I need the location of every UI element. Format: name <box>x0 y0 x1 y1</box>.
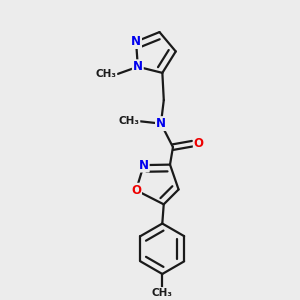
Text: N: N <box>156 117 166 130</box>
Text: N: N <box>139 159 149 172</box>
Text: O: O <box>131 184 141 197</box>
Text: CH₃: CH₃ <box>95 69 116 79</box>
Text: CH₃: CH₃ <box>152 288 173 298</box>
Text: CH₃: CH₃ <box>118 116 140 126</box>
Text: O: O <box>194 137 204 150</box>
Text: N: N <box>131 35 141 48</box>
Text: N: N <box>133 60 143 73</box>
